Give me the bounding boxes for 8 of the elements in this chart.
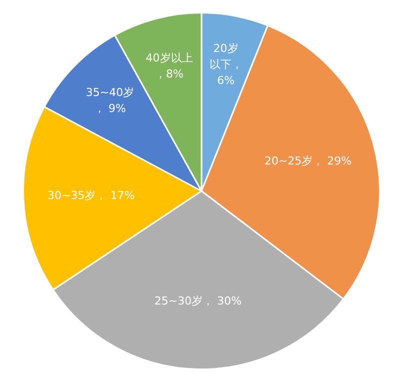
slice-label: 20岁以下，6% <box>209 42 242 87</box>
data-label: ， 9% <box>94 102 126 115</box>
slice-label: 30~35岁， 17% <box>48 189 135 202</box>
data-label: ，8% <box>155 68 184 81</box>
slice-label: 20~25岁， 29% <box>264 154 352 168</box>
slice-label: 35~40岁 <box>86 86 134 99</box>
slice-label: 40岁以上 <box>146 52 193 65</box>
slice-label: 25~30岁， 30% <box>154 294 242 308</box>
